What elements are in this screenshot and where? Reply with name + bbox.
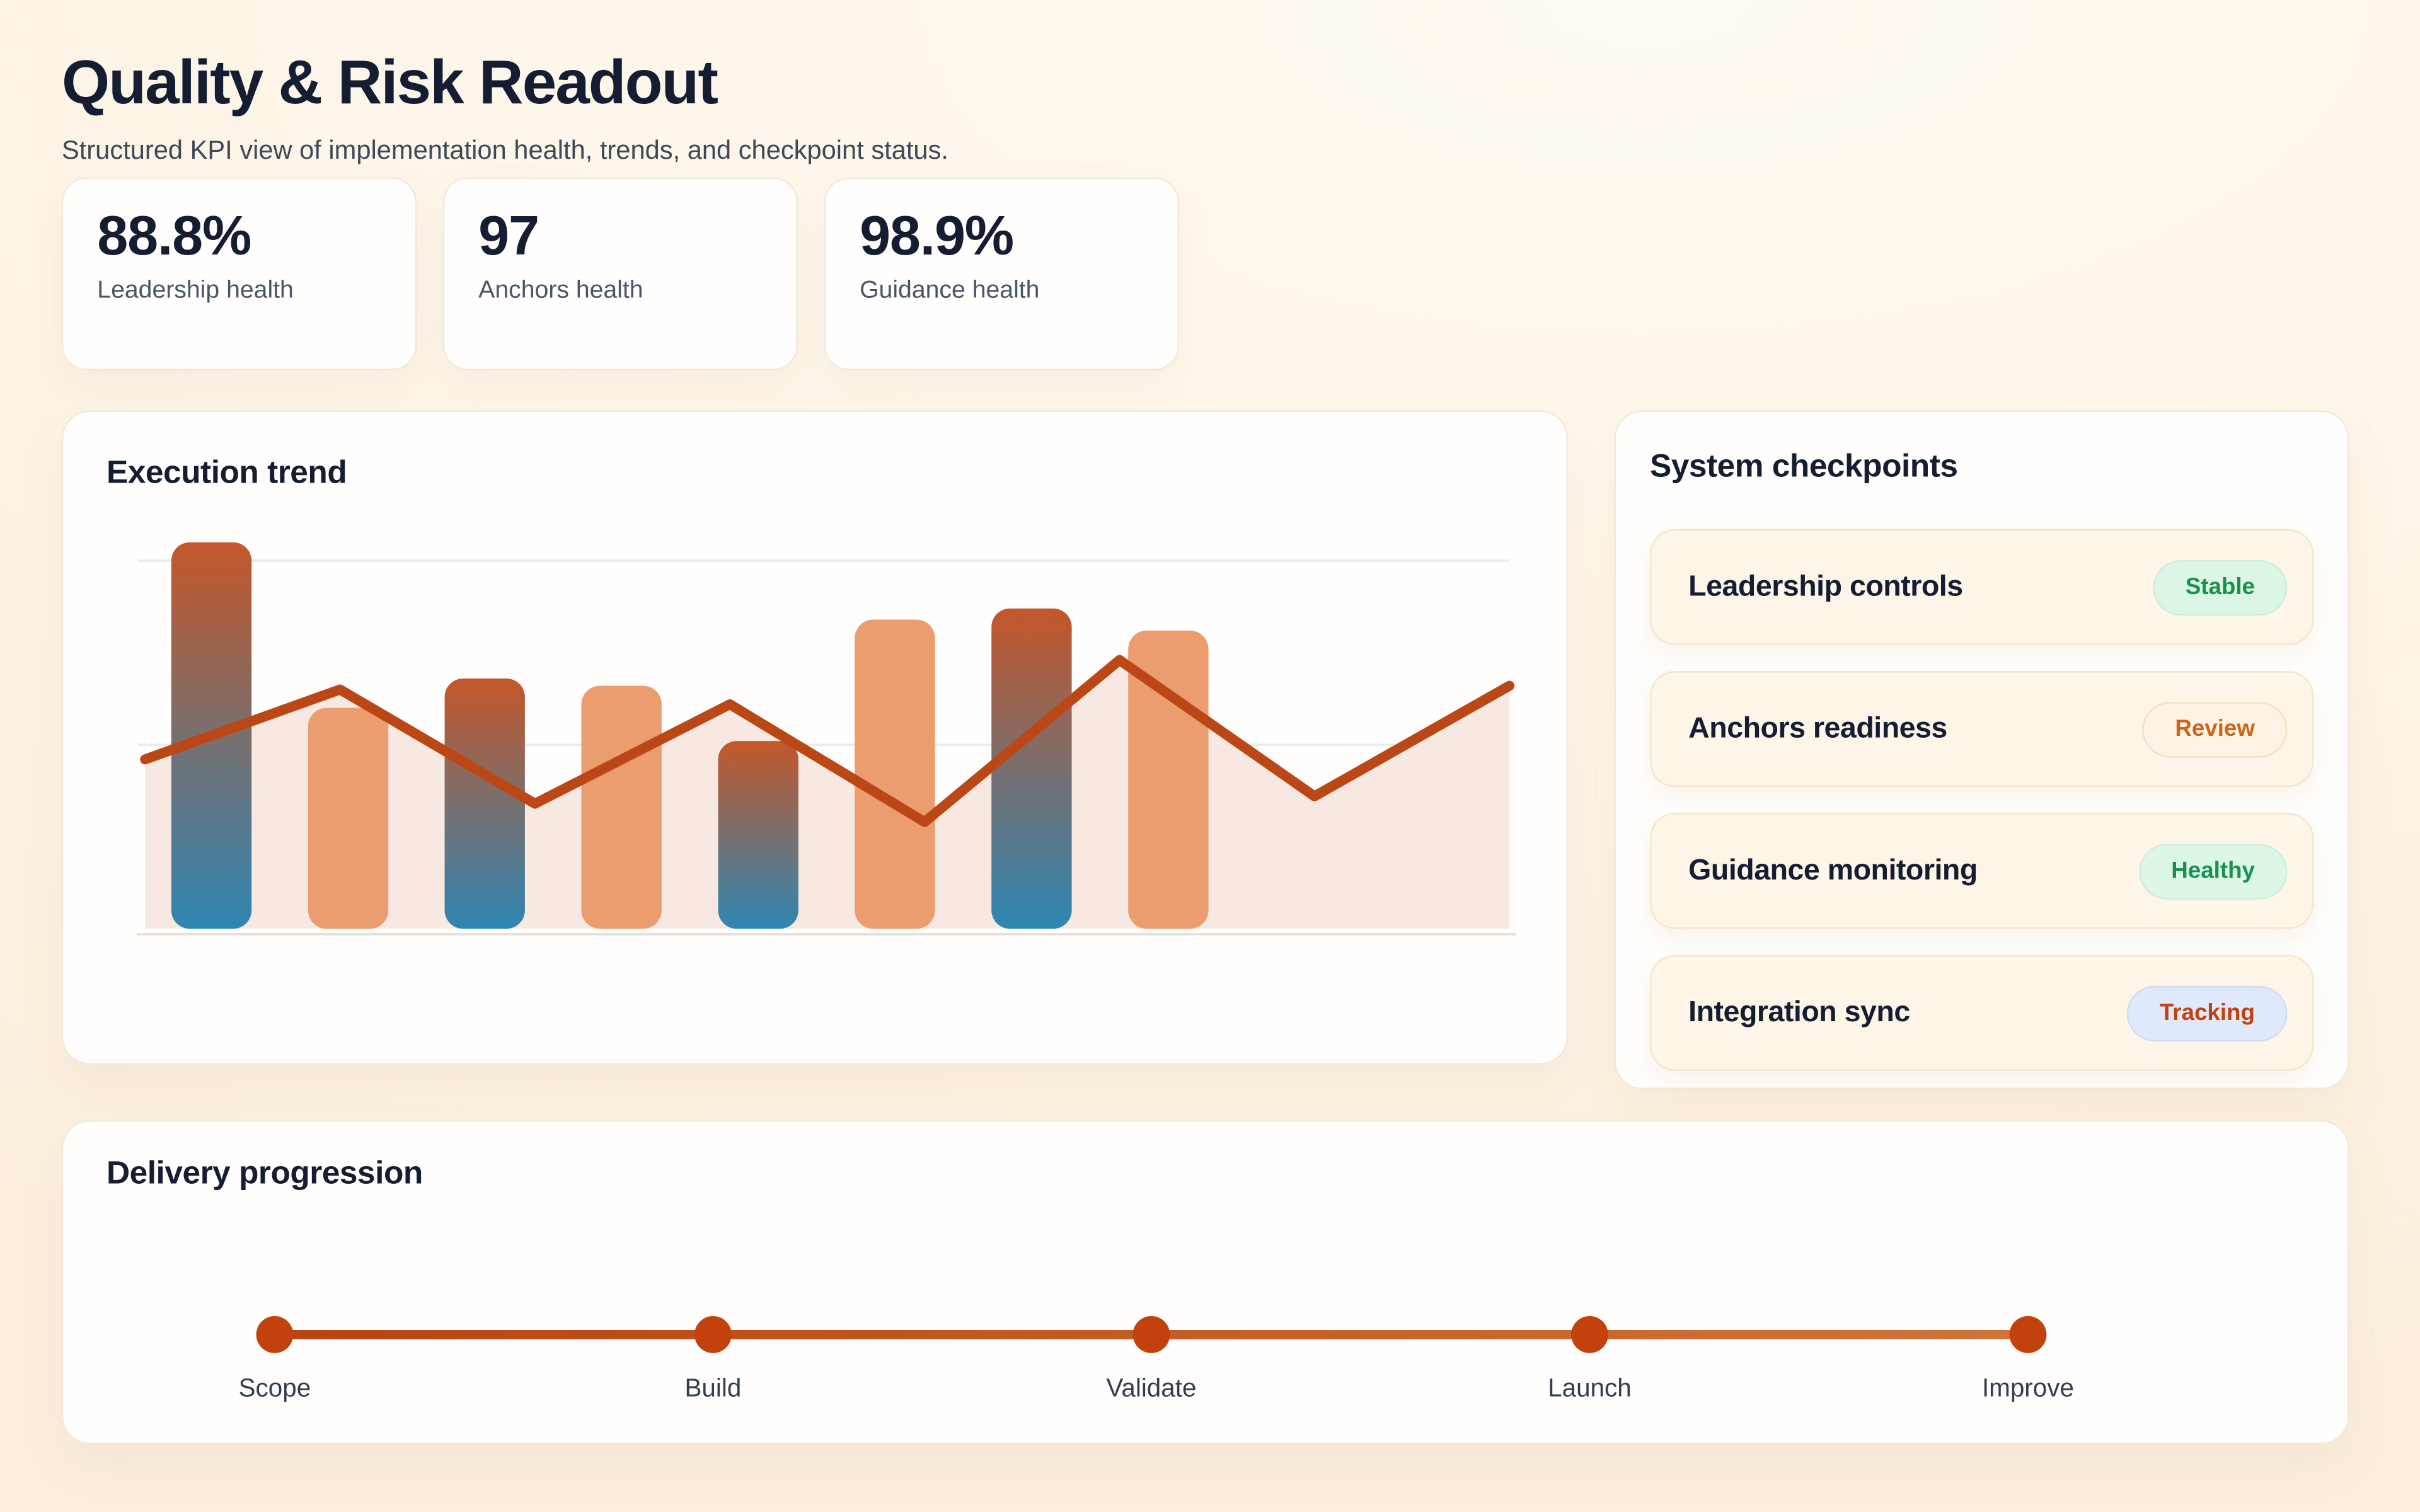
execution-trend-title: Execution trend [106, 455, 347, 491]
delivery-progression-card: Delivery progression Scope Build Validat… [61, 1120, 2349, 1445]
execution-trend-card: Execution trend [61, 410, 1569, 1065]
milestone-dot[interactable] [1132, 1315, 1170, 1353]
trend-bar[interactable] [444, 679, 525, 929]
checkpoint-row[interactable]: Anchors readiness Review [1649, 671, 2314, 787]
checkpoint-row[interactable]: Guidance monitoring Healthy [1649, 813, 2314, 929]
checkpoint-label: Guidance monitoring [1688, 854, 1978, 886]
status-badge: Tracking [2127, 985, 2288, 1041]
milestone-dot[interactable] [256, 1315, 294, 1353]
checkpoint-list: Leadership controls Stable Anchors readi… [1649, 529, 2314, 1071]
kpi-value: 88.8% [97, 203, 251, 267]
checkpoint-row[interactable]: Integration sync Tracking [1649, 954, 2314, 1071]
trend-bar[interactable] [581, 685, 662, 929]
system-checkpoints-title: System checkpoints [1649, 449, 1958, 484]
execution-trend-chart[interactable] [82, 514, 1533, 1046]
checkpoint-row[interactable]: Leadership controls Stable [1649, 529, 2314, 645]
delivery-timeline: Scope Build Validate Launch Improve [63, 1121, 2347, 1442]
trend-bar[interactable] [308, 707, 389, 929]
middle-row: Execution trend System checkpoints Leade… [61, 410, 2349, 1089]
milestone-dot[interactable] [1571, 1315, 1608, 1353]
kpi-value: 98.9% [860, 203, 1014, 267]
checkpoint-label: Integration sync [1688, 995, 1910, 1029]
milestone-label: Scope [238, 1375, 311, 1403]
milestone-dot[interactable] [2009, 1315, 2047, 1353]
milestone-label: Validate [1106, 1375, 1197, 1403]
checkpoint-label: Anchors readiness [1688, 712, 1947, 745]
trend-bar[interactable] [718, 741, 798, 929]
milestone-dot[interactable] [694, 1315, 732, 1353]
checkpoint-label: Leadership controls [1688, 570, 1963, 603]
milestone-label: Launch [1548, 1375, 1632, 1403]
status-badge: Stable [2153, 559, 2288, 615]
status-badge: Review [2142, 701, 2288, 757]
milestone-label: Build [684, 1375, 742, 1403]
delivery-progression-title: Delivery progression [106, 1155, 423, 1191]
kpi-label: Anchors health [478, 277, 643, 304]
kpi-label: Leadership health [97, 277, 294, 304]
system-checkpoints-card: System checkpoints Leadership controls S… [1614, 410, 2349, 1089]
milestone-label: Improve [1981, 1375, 2074, 1403]
trend-line[interactable] [140, 655, 1515, 827]
kpi-card: 88.8% Leadership health [61, 177, 417, 370]
kpi-row: 88.8% Leadership health 97 Anchors healt… [61, 177, 1180, 370]
kpi-card: 97 Anchors health [442, 177, 798, 370]
trend-bar[interactable] [855, 619, 935, 929]
kpi-card: 98.9% Guidance health [824, 177, 1180, 370]
kpi-label: Guidance health [860, 277, 1040, 304]
status-badge: Healthy [2138, 843, 2288, 899]
page-subtitle: Structured KPI view of implementation he… [61, 135, 948, 166]
kpi-value: 97 [478, 203, 539, 267]
page-title: Quality & Risk Readout [61, 49, 718, 118]
trend-bar[interactable] [991, 608, 1072, 929]
